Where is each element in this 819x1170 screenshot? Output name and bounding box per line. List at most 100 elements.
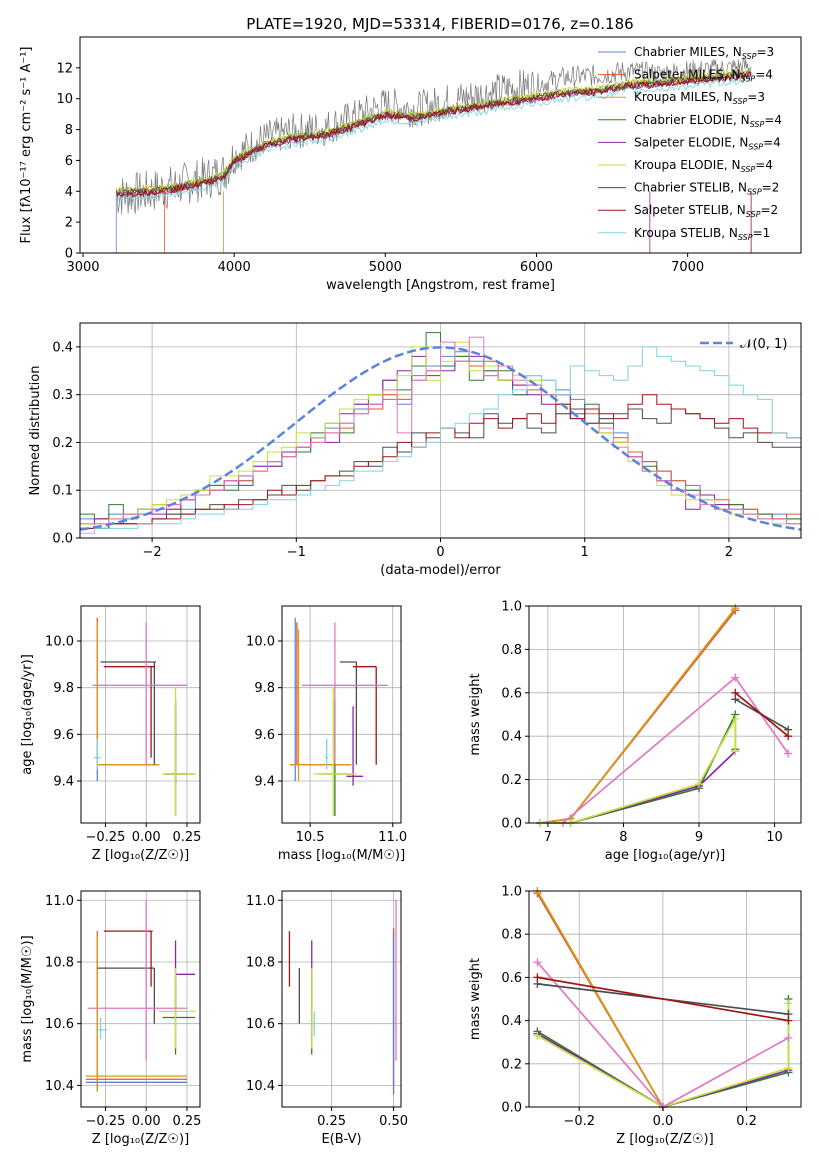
plot-area — [115, 57, 752, 253]
x-axis-label: wavelength [Angstrom, rest frame] — [326, 278, 555, 293]
weight-line — [537, 976, 789, 1022]
weight-line — [540, 714, 737, 824]
weight-marker — [533, 973, 542, 982]
y-tick-label: 10.4 — [45, 1079, 74, 1094]
x-axis-label: (data-model)/error — [380, 563, 501, 578]
legend-label: Chabrier MILES, NSSP=3 — [634, 45, 774, 61]
x-axis-label: mass [log₁₀(M/M☉)] — [278, 848, 405, 863]
x-tick-label: 10.5 — [296, 830, 325, 845]
x-tick-label: 1 — [581, 545, 589, 560]
y-tick-label: 0 — [65, 247, 73, 262]
x-tick-label: 3000 — [66, 260, 99, 275]
x-tick-label: −0.25 — [86, 1114, 126, 1129]
legend: Chabrier MILES, NSSP=3 Salpeter MILES, NS… — [598, 45, 782, 242]
weight-marker — [695, 779, 703, 788]
y-axis-label: mass [log₁₀(M/M☉)] — [20, 935, 35, 1062]
weight-marker — [731, 747, 740, 756]
spectrum-panel: Chabrier MILES, NSSP=3 Salpeter MILES, NS… — [19, 36, 802, 293]
model-line — [116, 67, 752, 195]
weight-marker — [784, 749, 793, 758]
x-tick-label: 0.00 — [132, 830, 161, 845]
figure-title: PLATE=1920, MJD=53314, FIBERID=0176, z=0… — [246, 15, 633, 33]
weight-line — [734, 692, 789, 737]
axes-frame — [80, 605, 201, 824]
weight-marker — [731, 714, 740, 723]
y-tick-label: 0.0 — [501, 1101, 522, 1116]
y-tick-label: 0.4 — [501, 1014, 522, 1029]
x-tick-label: 10 — [766, 830, 783, 845]
y-tick-label: 10.6 — [246, 1017, 275, 1032]
y-tick-label: 10.8 — [45, 955, 74, 970]
y-tick-label: 6 — [65, 154, 73, 169]
plot-area — [85, 900, 196, 1092]
age_vs_Z-panel: −0.25 0.00 0.25 9.4 9.6 9.8 10.0 Z [log₁₀(Z/Z☉)… — [20, 605, 201, 863]
axes-frame — [281, 890, 402, 1108]
y-tick-label: 0.1 — [52, 484, 73, 499]
y-tick-label: 9.4 — [53, 775, 74, 790]
weight-marker — [784, 999, 793, 1008]
x-axis-label: age [log₁₀(age/yr)] — [605, 848, 726, 863]
x-tick-label: 7 — [544, 830, 552, 845]
y-tick-label: 0.8 — [501, 643, 522, 658]
y-tick-label: 11.0 — [45, 894, 74, 909]
y-tick-label: 1.0 — [501, 600, 522, 615]
x-tick-label: 0.25 — [172, 830, 201, 845]
weight-line — [540, 607, 736, 824]
y-tick-label: 0.2 — [501, 773, 522, 788]
x-axis-label: Z [log₁₀(Z/Z☉)] — [92, 1132, 189, 1147]
histogram-step — [80, 394, 801, 529]
y-tick-label: 4 — [65, 185, 73, 200]
y-tick-label: 0.8 — [501, 928, 522, 943]
weight-line — [540, 609, 736, 824]
x-tick-label: −0.25 — [86, 830, 126, 845]
y-tick-label: 10.8 — [246, 955, 275, 970]
legend-label: Chabrier ELODIE, NSSP=4 — [634, 113, 782, 129]
weight-marker — [784, 1033, 793, 1042]
y-tick-label: 0.2 — [52, 436, 73, 451]
y-axis-label: mass weight — [468, 958, 483, 1040]
y-tick-label: 0.4 — [501, 730, 522, 745]
x-tick-label: 0.00 — [132, 1114, 161, 1129]
y-tick-label: 9.4 — [254, 775, 275, 790]
mass_vs_Z-panel: −0.25 0.00 0.25 10.4 10.6 10.8 11.0 Z [log₁₀(Z/… — [20, 890, 201, 1147]
y-tick-label: 0.0 — [52, 532, 73, 547]
mass_vs_ebv-panel: 0.25 0.50 10.4 10.6 10.8 11.0 E(B-V) — [246, 890, 408, 1147]
y-tick-label: 9.6 — [53, 728, 74, 743]
y-tick-label: 0.4 — [52, 340, 73, 355]
weight-marker — [731, 688, 740, 697]
axes-frame — [528, 605, 802, 824]
legend-label: Salpeter STELIB, NSSP=2 — [634, 203, 778, 219]
y-tick-label: 10.6 — [45, 1017, 74, 1032]
plot-area — [290, 617, 388, 816]
y-axis-label: age [log₁₀(age/yr)] — [20, 654, 35, 775]
x-tick-label: −1 — [287, 545, 306, 560]
y-tick-label: 11.0 — [246, 894, 275, 909]
y-tick-label: 0.3 — [52, 388, 73, 403]
x-tick-label: 4000 — [218, 260, 251, 275]
histogram-step — [80, 346, 801, 534]
axes-frame — [528, 890, 802, 1108]
legend-label: Chabrier STELIB, NSSP=2 — [634, 181, 779, 197]
x-tick-label: 0 — [436, 545, 444, 560]
x-tick-label: 2 — [725, 545, 733, 560]
y-tick-label: 0.6 — [501, 971, 522, 986]
weight-marker — [784, 732, 793, 741]
y-tick-label: 10 — [56, 92, 73, 107]
axes-frame — [80, 890, 201, 1108]
panels: Chabrier MILES, NSSP=3 Salpeter MILES, NS… — [19, 36, 802, 1147]
weight-marker — [533, 1031, 542, 1040]
x-tick-label: 5000 — [369, 260, 402, 275]
x-tick-label: 8 — [619, 830, 627, 845]
age_vs_mass-panel: 10.5 11.0 9.4 9.6 9.8 10.0 mass [log₁₀(M/M☉)] — [246, 605, 407, 863]
x-tick-label: 0.25 — [317, 1114, 346, 1129]
x-tick-label: 0.25 — [172, 1114, 201, 1129]
weight-marker — [784, 1016, 793, 1025]
y-tick-label: 9.8 — [254, 681, 275, 696]
x-axis-label: E(B-V) — [321, 1132, 361, 1147]
plot-area — [92, 617, 196, 816]
weight-line — [540, 750, 736, 824]
residuals-panel: 𝒩(0, 1) −2 −1 0 1 2 0.0 0.1 0.2 0.3 0.4 (data-model… — [28, 322, 802, 578]
x-tick-label: 9 — [695, 830, 703, 845]
x-axis-label: Z [log₁₀(Z/Z☉)] — [616, 1132, 713, 1147]
